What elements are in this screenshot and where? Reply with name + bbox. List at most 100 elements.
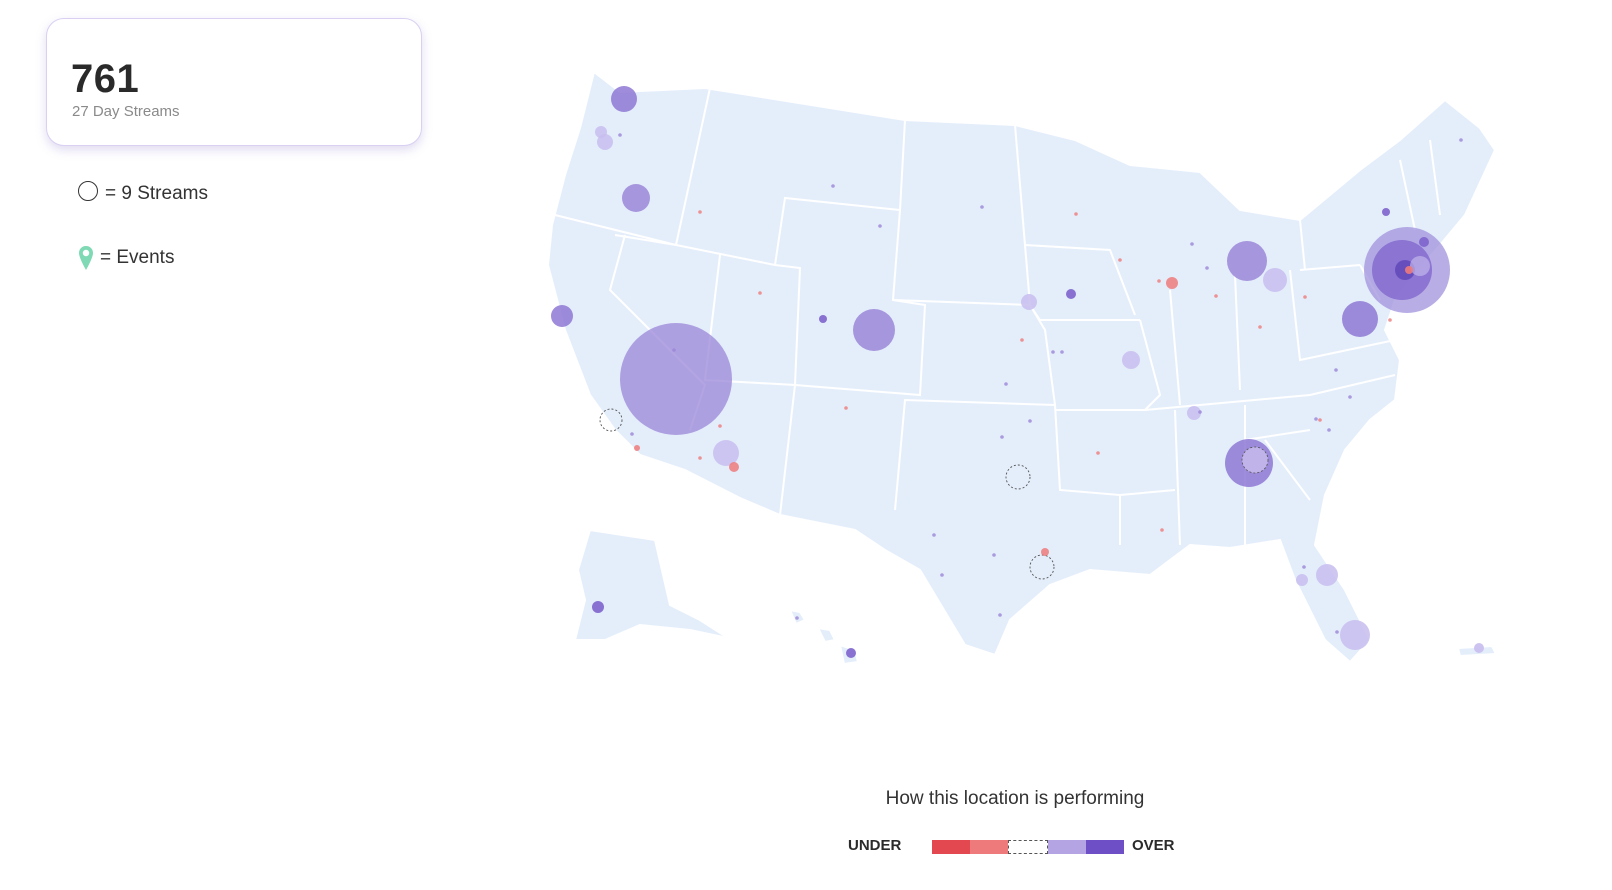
minor-location-dot xyxy=(1205,266,1209,270)
bubble-tampa[interactable] xyxy=(1316,564,1338,586)
minor-location-dot xyxy=(1051,350,1055,354)
bubble-phoenix[interactable] xyxy=(713,440,739,466)
minor-location-dot xyxy=(618,133,622,137)
minor-location-dot xyxy=(1258,325,1262,329)
minor-location-dot xyxy=(718,424,722,428)
minor-location-dot xyxy=(1096,451,1100,455)
bubble-atlanta-inner[interactable] xyxy=(1241,446,1269,474)
bubble-denver[interactable] xyxy=(853,309,895,351)
minor-location-dot xyxy=(1214,294,1218,298)
bubble-sd[interactable] xyxy=(634,445,640,451)
bubble-anchorage[interactable] xyxy=(592,601,604,613)
bubble-utah[interactable] xyxy=(819,315,827,323)
minor-location-dot xyxy=(1459,138,1463,142)
bubble-ny-red[interactable] xyxy=(1405,266,1413,274)
legend-events: = Events xyxy=(78,245,174,271)
scale-segment-light-over xyxy=(1048,840,1086,854)
minor-location-dot xyxy=(1318,418,1322,422)
scale-segment-light-under xyxy=(970,840,1008,854)
bubble-houston-dot[interactable] xyxy=(1041,548,1049,556)
bubble-seattle[interactable] xyxy=(611,86,637,112)
bubble-miami[interactable] xyxy=(1340,620,1370,650)
minor-location-dot xyxy=(998,613,1002,617)
bubble-puerto-rico[interactable] xyxy=(1474,643,1484,653)
alaska-shape xyxy=(573,528,729,641)
scale-over-label: OVER xyxy=(1132,837,1175,854)
minor-location-dot xyxy=(1004,382,1008,386)
bubble-san-francisco[interactable] xyxy=(551,305,573,327)
bubble-houston[interactable] xyxy=(1029,554,1055,580)
minor-location-dot xyxy=(1334,368,1338,372)
scale-bar xyxy=(932,840,1124,854)
stream-count-value: 761 xyxy=(71,57,140,101)
minor-location-dot xyxy=(1157,279,1161,283)
minor-location-dot xyxy=(758,291,762,295)
minor-location-dot xyxy=(1314,417,1318,421)
legend-events-label: = Events xyxy=(100,247,175,268)
legend-streams: = 9 Streams xyxy=(78,181,208,205)
minor-location-dot xyxy=(1074,212,1078,216)
minor-location-dot xyxy=(672,348,676,352)
minor-location-dot xyxy=(878,224,882,228)
bubble-iowa[interactable] xyxy=(1066,289,1076,299)
circle-outline-icon xyxy=(78,181,98,201)
bubble-boston[interactable] xyxy=(1419,237,1429,247)
scale-segment-over xyxy=(1086,840,1124,854)
minor-location-dot xyxy=(1020,338,1024,342)
minor-location-dot xyxy=(1335,630,1339,634)
state-borders xyxy=(554,87,1441,546)
bubble-ny-upstate[interactable] xyxy=(1382,208,1390,216)
minor-location-dot xyxy=(1348,395,1352,399)
stream-count-label: 27 Day Streams xyxy=(72,103,180,120)
bubble-chicago[interactable] xyxy=(1166,277,1178,289)
bubble-nashville[interactable] xyxy=(1187,406,1201,420)
bubble-honolulu[interactable] xyxy=(846,648,856,658)
bubble-st-louis[interactable] xyxy=(1122,351,1140,369)
bubble-boise[interactable] xyxy=(622,184,650,212)
minor-location-dot xyxy=(940,573,944,577)
minor-location-dot xyxy=(698,210,702,214)
minor-location-dot xyxy=(1060,350,1064,354)
minor-location-dot xyxy=(992,553,996,557)
minor-location-dot xyxy=(1028,419,1032,423)
bubble-tucson[interactable] xyxy=(729,462,739,472)
minor-location-dot xyxy=(1160,528,1164,532)
minor-location-dot xyxy=(1388,318,1392,322)
bubble-las-vegas[interactable] xyxy=(620,323,732,435)
bubble-new-york-small[interactable] xyxy=(1410,256,1430,276)
stream-stat-card: 761 27 Day Streams xyxy=(46,18,422,146)
us-map-svg[interactable] xyxy=(530,60,1560,700)
minor-location-dot xyxy=(1303,295,1307,299)
legend-streams-label: = 9 Streams xyxy=(105,183,208,204)
minor-location-dots xyxy=(618,133,1463,634)
minor-location-dot xyxy=(698,456,702,460)
minor-location-dot xyxy=(1000,435,1004,439)
minor-location-dot xyxy=(1190,242,1194,246)
minor-location-dot xyxy=(795,616,799,620)
minor-location-dot xyxy=(1118,258,1122,262)
minor-location-dot xyxy=(980,205,984,209)
minor-location-dot xyxy=(932,533,936,537)
minor-location-dot xyxy=(1198,410,1202,414)
performance-title: How this location is performing xyxy=(885,788,1145,809)
map-pin-icon xyxy=(79,246,93,270)
minor-location-dot xyxy=(844,406,848,410)
us-map[interactable] xyxy=(530,60,1560,700)
minor-location-dot xyxy=(831,184,835,188)
bubble-minneapolis[interactable] xyxy=(1021,294,1037,310)
scale-segment-average xyxy=(1008,840,1048,854)
scale-under-label: UNDER xyxy=(848,837,902,854)
bubble-dallas[interactable] xyxy=(1005,464,1031,490)
minor-location-dot xyxy=(1302,565,1306,569)
bubble-cleveland[interactable] xyxy=(1263,268,1287,292)
scale-segment-under xyxy=(932,840,970,854)
stream-bubbles[interactable] xyxy=(551,86,1484,658)
bubble-detroit[interactable] xyxy=(1227,241,1267,281)
bubble-fl-west[interactable] xyxy=(1296,574,1308,586)
minor-location-dot xyxy=(630,432,634,436)
bubble-la[interactable] xyxy=(599,408,623,432)
bubble-washington[interactable] xyxy=(1342,301,1378,337)
map-land xyxy=(546,70,1498,666)
minor-location-dot xyxy=(1327,428,1331,432)
bubble-portland-2[interactable] xyxy=(595,126,607,138)
